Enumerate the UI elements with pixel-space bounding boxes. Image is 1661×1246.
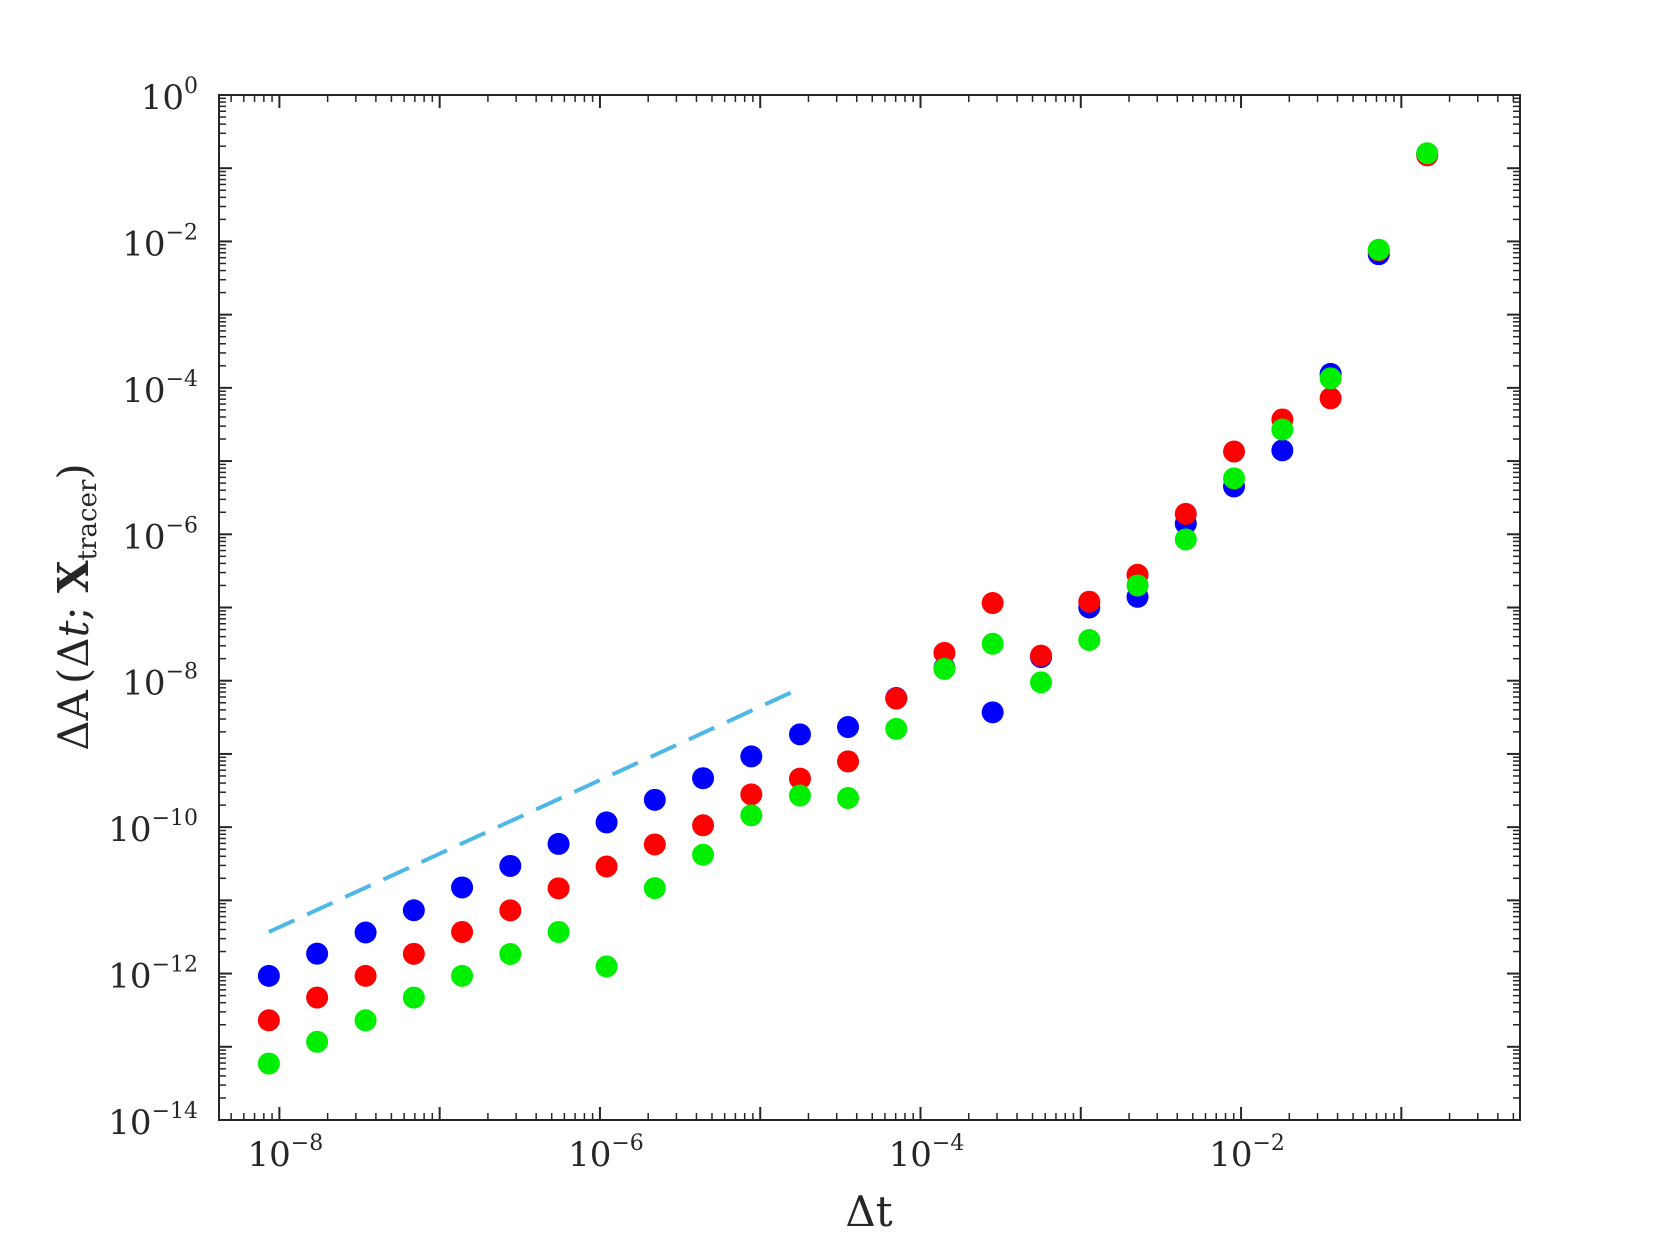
data-point — [1319, 387, 1342, 410]
data-point — [354, 921, 377, 944]
data-point — [451, 920, 474, 943]
data-point — [643, 788, 666, 811]
data-point — [257, 1052, 280, 1075]
y-tick-label: 10−2 — [122, 220, 198, 264]
data-point — [306, 942, 329, 965]
x-tick-label: 10−2 — [1209, 1131, 1285, 1175]
data-point — [643, 833, 666, 856]
data-point — [1367, 238, 1390, 261]
data-point — [451, 876, 474, 899]
data-point — [1416, 142, 1439, 165]
data-point — [1223, 440, 1246, 463]
data-point — [1271, 439, 1294, 462]
data-point — [933, 657, 956, 680]
y-tick-label: 10−4 — [122, 367, 198, 411]
plot-area — [219, 95, 1520, 1120]
y-tick-labels: 100 10−2 10−4 10−6 10−8 10−10 10−12 10−14 — [108, 74, 198, 1143]
data-point — [981, 592, 1004, 615]
data-point — [885, 687, 908, 710]
data-point — [402, 899, 425, 922]
data-point — [981, 701, 1004, 724]
data-point — [837, 750, 860, 773]
data-point — [643, 877, 666, 900]
data-point — [354, 1009, 377, 1032]
plot-frame — [218, 94, 1521, 1121]
data-point — [1078, 590, 1101, 613]
data-point — [499, 854, 522, 877]
y-axis-label: ΔA(Δt; Xtracer) — [49, 463, 103, 751]
data-point — [547, 877, 570, 900]
data-point — [499, 943, 522, 966]
data-point — [595, 955, 618, 978]
data-point — [306, 986, 329, 1009]
data-point — [595, 855, 618, 878]
y-tick-label: 10−6 — [122, 513, 198, 557]
data-point — [402, 942, 425, 965]
x-axis-label: Δt — [845, 1187, 892, 1236]
y-tick-label: 100 — [141, 74, 198, 118]
y-tick-label: 10−8 — [122, 660, 198, 704]
data-point — [595, 811, 618, 834]
series-layer — [257, 142, 1439, 1075]
data-point — [402, 986, 425, 1009]
data-point — [306, 1030, 329, 1053]
data-point — [499, 899, 522, 922]
data-point — [740, 745, 763, 768]
data-point — [885, 717, 908, 740]
data-point — [547, 920, 570, 943]
data-point — [1223, 467, 1246, 490]
data-point — [1126, 574, 1149, 597]
data-point — [837, 716, 860, 739]
data-point — [692, 843, 715, 866]
data-point — [933, 641, 956, 664]
series-3 — [257, 142, 1439, 1075]
data-point — [788, 784, 811, 807]
minor-ticks — [219, 95, 1520, 1120]
y-tick-label: 10−10 — [108, 806, 198, 850]
data-point — [788, 767, 811, 790]
data-point — [1319, 367, 1342, 390]
data-point — [788, 723, 811, 746]
x-tick-labels: 10−8 10−6 10−4 10−2 — [248, 1131, 1285, 1175]
data-point — [740, 804, 763, 827]
data-point — [692, 814, 715, 837]
data-point — [1030, 644, 1053, 667]
reference-slope-line — [268, 686, 801, 934]
data-point — [354, 964, 377, 987]
data-point — [692, 767, 715, 790]
data-point — [740, 783, 763, 806]
data-point — [1271, 418, 1294, 441]
data-point — [1030, 671, 1053, 694]
data-point — [257, 964, 280, 987]
data-point — [451, 964, 474, 987]
data-point — [547, 832, 570, 855]
data-point — [1174, 528, 1197, 551]
x-tick-label: 10−6 — [568, 1131, 644, 1175]
x-tick-label: 10−8 — [248, 1131, 324, 1175]
data-point — [837, 787, 860, 810]
y-tick-label: 10−12 — [108, 953, 198, 997]
data-point — [1174, 502, 1197, 525]
x-tick-label: 10−4 — [889, 1131, 965, 1175]
y-tick-label: 10−14 — [108, 1099, 198, 1143]
data-point — [1078, 628, 1101, 651]
data-point — [257, 1009, 280, 1032]
data-point — [981, 632, 1004, 655]
